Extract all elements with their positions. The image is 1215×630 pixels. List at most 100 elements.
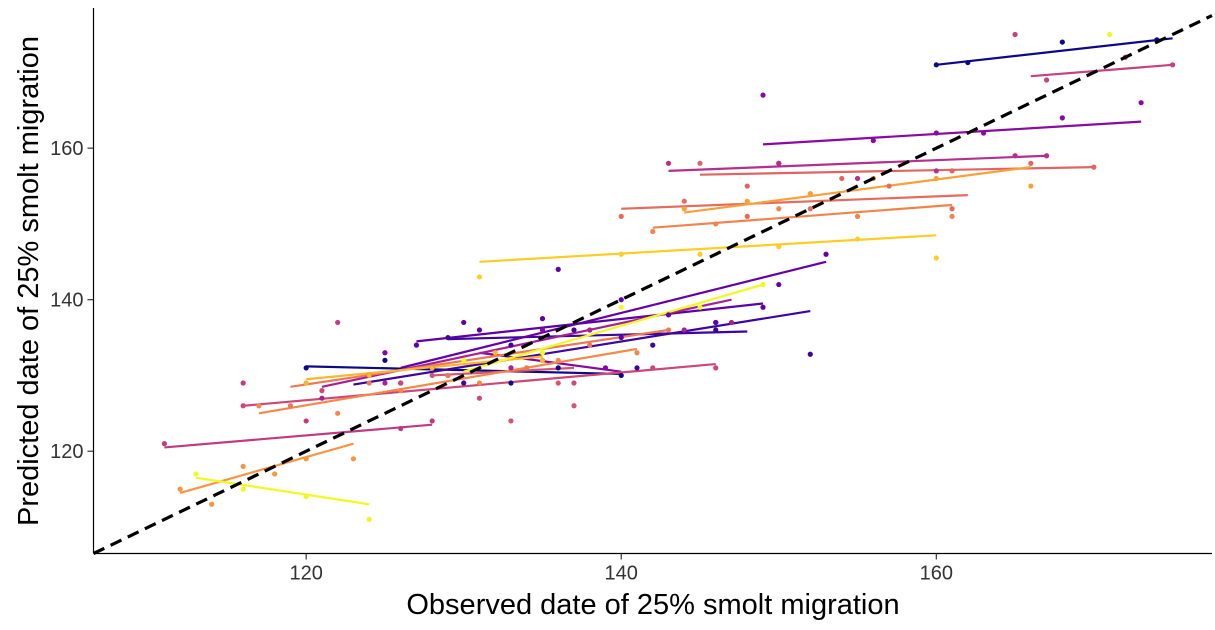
series-fit-line [306, 365, 622, 376]
data-point [303, 365, 309, 371]
one-to-one-reference-line [92, 14, 1213, 555]
data-point [681, 198, 687, 204]
data-point [713, 365, 719, 371]
data-point [980, 130, 987, 136]
data-point [476, 327, 483, 333]
x-tick-label: 140 [605, 563, 638, 585]
data-point [602, 365, 609, 371]
data-point [650, 342, 656, 348]
series-fit-line [416, 302, 764, 343]
data-point [1170, 62, 1176, 68]
data-point [650, 228, 656, 235]
data-point [1091, 164, 1097, 170]
data-point [161, 441, 167, 447]
data-point [445, 334, 451, 341]
data-point [398, 380, 404, 386]
data-point [697, 251, 703, 257]
data-point [429, 372, 435, 379]
data-point [508, 365, 514, 371]
data-point [665, 312, 672, 318]
data-point [618, 213, 624, 219]
data-point [933, 255, 939, 261]
data-point [870, 137, 876, 144]
series-fit-line [668, 154, 1047, 172]
series-fit-line [400, 260, 827, 369]
data-point [1138, 100, 1144, 106]
series-fit-line [1030, 63, 1173, 78]
data-point [319, 388, 325, 394]
data-point [303, 380, 309, 386]
data-point [508, 380, 514, 386]
data-point [508, 342, 514, 348]
series-fit-line [179, 442, 354, 494]
data-point [949, 206, 955, 212]
data-point [571, 380, 577, 386]
data-point [634, 365, 640, 371]
data-point [272, 471, 278, 477]
data-point [366, 380, 372, 386]
data-point [587, 342, 593, 348]
data-point [508, 418, 514, 424]
data-point [476, 274, 483, 280]
data-point [461, 319, 467, 326]
data-point [571, 327, 577, 333]
data-point [728, 319, 735, 326]
data-point [571, 403, 577, 409]
data-point [382, 380, 388, 386]
data-point [618, 297, 624, 303]
data-point [398, 425, 404, 432]
data-point [807, 351, 813, 357]
data-point [807, 206, 813, 212]
data-point [335, 319, 341, 326]
data-point [933, 168, 939, 174]
data-point [1028, 160, 1034, 166]
x-tick-label: 120 [289, 563, 322, 585]
data-point [713, 327, 719, 333]
data-point [1059, 39, 1065, 45]
data-point [193, 471, 199, 477]
data-point [539, 327, 546, 333]
data-point [539, 357, 546, 363]
data-point [209, 501, 215, 507]
data-point [240, 463, 246, 469]
data-point [303, 456, 309, 462]
data-point [697, 160, 703, 166]
data-point [382, 350, 388, 356]
data-point [555, 266, 561, 272]
data-point [823, 251, 829, 257]
data-point [634, 350, 640, 356]
data-point [398, 388, 404, 394]
data-point [681, 327, 687, 333]
data-point [965, 59, 971, 66]
data-point [445, 372, 451, 379]
data-point [776, 160, 782, 166]
series-fit-line [463, 283, 764, 373]
data-point [760, 281, 766, 288]
data-point [366, 372, 372, 379]
y-tick-label: 120 [50, 441, 83, 463]
data-point [618, 372, 624, 379]
y-tick-label: 160 [50, 138, 83, 160]
data-point [681, 206, 687, 212]
data-point [618, 334, 624, 341]
data-point [524, 365, 530, 371]
data-point [350, 456, 357, 462]
data-point [933, 62, 939, 68]
data-point [461, 380, 467, 386]
data-point [382, 357, 388, 363]
data-point [1107, 31, 1113, 38]
data-point [1043, 153, 1050, 159]
data-point [886, 183, 892, 189]
data-point [240, 380, 246, 386]
data-point [240, 486, 246, 492]
data-point [933, 175, 939, 182]
data-point [618, 251, 624, 257]
series-fit-line [684, 166, 1031, 214]
data-point [555, 365, 561, 371]
data-point [539, 350, 546, 356]
data-point [539, 316, 546, 322]
data-point [713, 319, 719, 326]
data-point [555, 380, 561, 386]
data-point [618, 304, 624, 310]
